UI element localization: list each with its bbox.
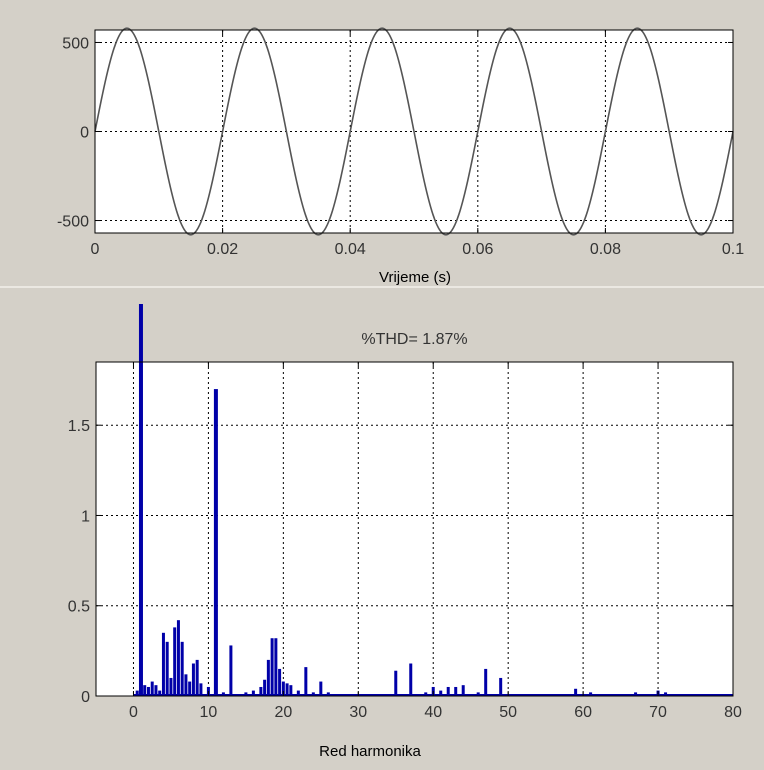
harmonic-bar (143, 685, 147, 696)
harmonic-bar (154, 685, 158, 696)
harmonic-bar (281, 681, 285, 696)
harmonic-bar (259, 686, 263, 696)
plot-area (96, 362, 733, 696)
x-axis-label: Vrijeme (s) (379, 269, 451, 286)
harmonic-bar (180, 641, 184, 696)
harmonic-bar (158, 690, 162, 696)
harmonic-bar (184, 674, 188, 696)
x-tick-label: 10 (200, 704, 218, 721)
harmonic-bar (439, 690, 443, 696)
x-tick-label: 0.02 (207, 241, 238, 258)
y-tick-label: -500 (57, 214, 89, 231)
harmonic-bar (266, 659, 270, 696)
harmonic-bar (195, 659, 199, 696)
harmonic-bar (499, 677, 503, 696)
harmonic-bar (199, 683, 203, 696)
harmonic-bar (409, 663, 413, 696)
harmonic-bar (454, 686, 458, 696)
harmonic-bar (484, 668, 488, 696)
harmonic-bar (188, 681, 192, 696)
x-tick-label: 40 (424, 704, 442, 721)
x-tick-label: 0 (91, 241, 100, 258)
x-tick-label: 0.06 (462, 241, 493, 258)
x-tick-label: 60 (574, 704, 592, 721)
harmonic-bar (394, 670, 398, 696)
harmonic-bar (176, 620, 180, 696)
waveform-line (94, 27, 734, 236)
harmonic-bar (191, 663, 195, 696)
harmonic-bar (574, 688, 578, 696)
x-tick-label: 80 (724, 704, 742, 721)
x-tick-label: 0.1 (722, 241, 744, 258)
harmonic-bar (229, 645, 233, 696)
y-tick-label: 1 (81, 508, 90, 525)
harmonic-bar (150, 681, 154, 696)
harmonic-bar (165, 641, 169, 696)
x-tick-label: 20 (274, 704, 292, 721)
harmonic-bar (285, 683, 289, 696)
harmonic-bar (446, 686, 450, 696)
harmonic-bar (461, 685, 465, 696)
harmonic-bar (213, 389, 218, 696)
harmonic-bar (135, 690, 139, 696)
x-tick-label: 70 (649, 704, 667, 721)
x-tick-label: 0 (129, 704, 138, 721)
harmonic-bar (296, 690, 300, 696)
harmonic-bar (161, 632, 165, 696)
harmonic-spectrum-plot: 0 10 20 30 40 50 60 70 80 0 0.5 1 1.5 %THD= 1.87% Red … (68, 304, 742, 760)
x-tick-label: 30 (349, 704, 367, 721)
harmonic-bar (263, 679, 267, 696)
x-tick-label: 50 (499, 704, 517, 721)
harmonic-bar (173, 627, 177, 696)
harmonic-bar (319, 681, 323, 696)
y-tick-label: 1.5 (68, 418, 90, 435)
x-tick-label: 0.04 (335, 241, 366, 258)
harmonic-bar (138, 304, 143, 696)
harmonic-bar (274, 638, 278, 696)
harmonic-bar (289, 685, 293, 696)
harmonic-bar (278, 668, 282, 696)
y-tick-label: 500 (62, 35, 89, 52)
x-axis-label: Red harmonika (319, 743, 421, 760)
x-tick-label: 0.08 (590, 241, 621, 258)
harmonic-bar (270, 638, 274, 696)
harmonic-bar (146, 686, 150, 696)
harmonic-bar (304, 667, 308, 696)
chart-title: %THD= 1.87% (361, 331, 467, 348)
y-tick-label: 0.5 (68, 599, 90, 616)
harmonic-bar (169, 677, 173, 696)
harmonic-bar (251, 690, 255, 696)
y-tick-label: 0 (81, 689, 90, 706)
y-tick-label: 0 (80, 125, 89, 142)
axes-frame (95, 361, 734, 697)
